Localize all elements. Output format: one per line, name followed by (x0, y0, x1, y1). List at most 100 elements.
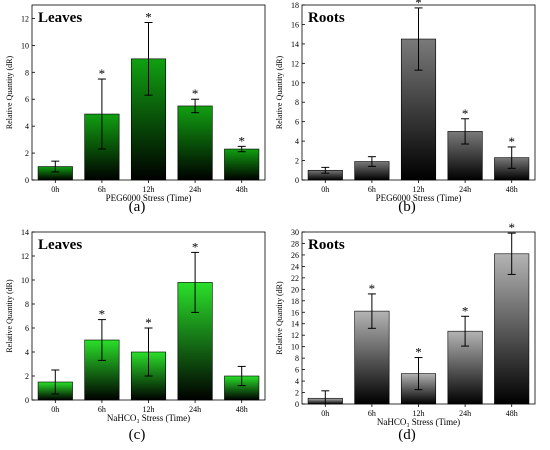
chart-panel-b: 0h 6h*12h*24h*48h024681012141618RootsPEG6… (275, 0, 536, 203)
panel-label-a: (a) (128, 199, 146, 215)
y-tick-label: 28 (291, 239, 299, 248)
plot-frame (301, 231, 536, 405)
significance-marker: * (415, 345, 422, 360)
y-tick-label: 8 (25, 68, 29, 77)
y-tick-label: 0 (295, 176, 299, 185)
chart-panel-c: 0h * 6h * 12h * 24h 48h 0 2 4 6 8 10 12 14 Leaves NaHCO₃ … (5, 228, 266, 423)
x-tick-label: 24h (459, 185, 471, 194)
y-tick-label: 8 (295, 354, 299, 363)
x-tick-label: 24h (189, 405, 201, 414)
y-tick-label: 16 (291, 20, 299, 29)
significance-marker: * (192, 239, 199, 254)
x-tick-label: 24h (189, 185, 201, 194)
y-tick-label: 12 (291, 331, 299, 340)
chart-title: Roots (308, 10, 345, 26)
chart-title: Roots (308, 237, 345, 253)
significance-marker: * (192, 86, 199, 101)
y-tick-label: 0 (25, 396, 29, 405)
significance-marker: * (99, 307, 106, 322)
panel-label-d: (d) (398, 427, 416, 443)
significance-marker: * (145, 10, 152, 25)
significance-marker: * (145, 315, 152, 330)
y-tick-label: 4 (25, 122, 29, 131)
x-tick-label: 12h (143, 405, 155, 414)
plot-frame (301, 4, 536, 181)
x-tick-label: 0h (51, 405, 59, 414)
y-tick-label: 18 (291, 297, 299, 306)
panel-label-b: (b) (398, 199, 416, 215)
chart-panel-d: 0h*6h*12h*24h*48h02468101214161820222426… (275, 220, 536, 427)
y-tick-label: 12 (21, 252, 29, 261)
y-tick-label: 8 (295, 98, 299, 107)
significance-marker: * (508, 220, 515, 235)
x-tick-label: 12h (413, 185, 425, 194)
y-tick-label: 8 (25, 300, 29, 309)
bar-6h (354, 310, 390, 405)
x-tick-label: 48h (506, 185, 518, 194)
x-axis-label: PEG6000 Stress (Time) (106, 193, 192, 203)
bar-48h (224, 148, 260, 181)
y-tick-label: 2 (295, 157, 299, 166)
y-tick-label: 10 (21, 276, 29, 285)
y-tick-label: 10 (291, 79, 299, 88)
y-tick-label: 4 (25, 348, 29, 357)
x-tick-label: 6h (98, 405, 106, 414)
y-tick-label: 6 (25, 324, 29, 333)
chart-panel-a: 0h * 6h * 12h * 24h * 48h 0 2 4 6 8 10 12 Leaves PEG6000 … (5, 4, 266, 203)
x-tick-label: 48h (506, 409, 518, 418)
y-tick-label: 20 (291, 285, 299, 294)
x-tick-label: 0h (321, 409, 329, 418)
y-tick-label: 2 (25, 149, 29, 158)
y-tick-label: 30 (291, 228, 299, 237)
x-tick-label: 12h (143, 185, 155, 194)
significance-marker: * (99, 66, 106, 81)
y-tick-label: 14 (291, 320, 299, 329)
y-tick-label: 16 (291, 308, 299, 317)
plot-frame (31, 231, 266, 401)
y-axis-label: Relative Quantity (dR) (275, 56, 284, 130)
x-tick-label: 6h (98, 185, 106, 194)
y-tick-label: 12 (21, 14, 29, 23)
x-axis-label: NaHCO₃ Stress (Time) (377, 417, 460, 427)
y-tick-label: 6 (295, 118, 299, 127)
y-tick-label: 14 (291, 40, 299, 49)
y-axis-label: Relative Quantity (dR) (5, 279, 14, 353)
chart-title: Leaves (38, 10, 82, 26)
y-axis-label: Relative Quantity (dR) (5, 56, 14, 130)
plot-frame (31, 4, 266, 181)
y-tick-label: 6 (295, 366, 299, 375)
x-tick-label: 48h (236, 185, 248, 194)
x-tick-label: 6h (368, 409, 376, 418)
x-tick-label: 0h (51, 185, 59, 194)
chart-title: Leaves (38, 237, 82, 253)
significance-marker: * (462, 303, 469, 318)
y-tick-label: 14 (21, 228, 29, 237)
bar-48h (494, 253, 530, 405)
y-tick-label: 2 (295, 389, 299, 398)
y-tick-label: 6 (25, 95, 29, 104)
bar-24h (177, 105, 213, 181)
y-tick-label: 2 (25, 372, 29, 381)
significance-marker: * (508, 134, 515, 149)
y-tick-label: 22 (291, 274, 299, 283)
x-tick-label: 24h (459, 409, 471, 418)
y-tick-label: 12 (291, 59, 299, 68)
panel-label-c: (c) (128, 427, 146, 443)
y-tick-label: 4 (295, 137, 299, 146)
y-tick-label: 10 (291, 343, 299, 352)
y-tick-label: 4 (295, 377, 299, 386)
significance-marker: * (369, 281, 376, 296)
x-tick-label: 48h (236, 405, 248, 414)
y-tick-label: 24 (291, 262, 299, 271)
y-tick-label: 0 (295, 400, 299, 409)
significance-marker: * (462, 106, 469, 121)
y-tick-label: 18 (291, 1, 299, 10)
x-tick-label: 6h (368, 185, 376, 194)
x-axis-label: NaHCO₃ Stress (Time) (107, 413, 190, 423)
y-tick-label: 10 (21, 41, 29, 50)
y-tick-label: 26 (291, 251, 299, 260)
significance-marker: * (238, 133, 245, 148)
x-axis-label: PEG6000 Stress (Time) (376, 193, 462, 203)
x-tick-label: 12h (413, 409, 425, 418)
